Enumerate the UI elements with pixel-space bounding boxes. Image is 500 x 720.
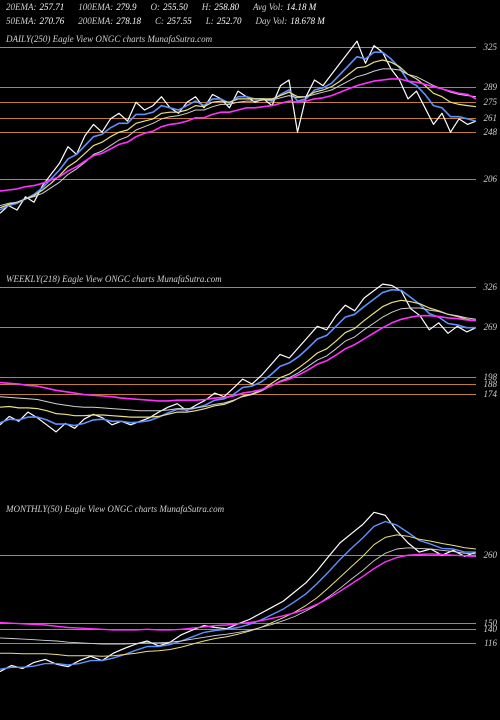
metric-label: C:	[155, 16, 164, 26]
metric-value: 270.76	[40, 16, 65, 26]
metric-value: 252.70	[217, 16, 242, 26]
metric: O:255.50	[151, 2, 188, 12]
metric-label: 20EMA:	[6, 2, 37, 12]
y-axis-label: 206	[484, 174, 498, 184]
metric-label: O:	[151, 2, 161, 12]
metric: 100EMA:279.9	[78, 2, 136, 12]
metric-value: 257.55	[167, 16, 192, 26]
chart-monthly: MONTHLY(50) Eagle View ONGC charts Munaf…	[0, 500, 500, 690]
series-ema50	[0, 535, 476, 656]
series-ema20	[0, 522, 476, 670]
chart-title-link[interactable]: ONGC charts MunafaSutra.com	[105, 274, 222, 284]
y-axis-label: 325	[484, 42, 498, 52]
metric-value: 255.50	[163, 2, 188, 12]
series-ema200	[0, 316, 476, 401]
y-axis-label: 260	[484, 550, 498, 560]
metric-value: 257.71	[40, 2, 65, 12]
metric: 50EMA:270.76	[6, 16, 64, 26]
chart-weekly: WEEKLY(218) Eagle View ONGC charts Munaf…	[0, 270, 500, 460]
chart-title-prefix: DAILY(250) Eagle View	[6, 34, 95, 44]
metric: 20EMA:257.71	[6, 2, 64, 12]
metric: Avg Vol:14.18 M	[253, 2, 316, 12]
metric: H:258.80	[202, 2, 239, 12]
series-ema200	[0, 554, 476, 630]
metric-label: 50EMA:	[6, 16, 37, 26]
metric: C:257.55	[155, 16, 192, 26]
chart-title-prefix: MONTHLY(50) Eagle View	[6, 504, 107, 514]
metric: 200EMA:278.18	[78, 16, 141, 26]
metric: Day Vol:18.678 M	[256, 16, 325, 26]
y-axis-label: 116	[484, 638, 497, 648]
series-ema100	[0, 548, 476, 644]
chart-title-link[interactable]: ONGC charts MunafaSutra.com	[107, 504, 224, 514]
y-axis-label: 269	[484, 322, 498, 332]
metric-label: Day Vol:	[256, 16, 288, 26]
chart-plot	[0, 500, 476, 690]
metric-value: 18.678 M	[290, 16, 325, 26]
metric: L:252.70	[206, 16, 242, 26]
series-ema20	[0, 52, 476, 210]
chart-daily: DAILY(250) Eagle View ONGC charts Munafa…	[0, 30, 500, 230]
metric-label: Avg Vol:	[253, 2, 283, 12]
metric-value: 278.18	[116, 16, 141, 26]
y-axis-label: 140	[484, 624, 498, 634]
chart-title: MONTHLY(50) Eagle View ONGC charts Munaf…	[6, 504, 224, 514]
metric-value: 258.80	[214, 2, 239, 12]
metric-label: L:	[206, 16, 214, 26]
series-price	[0, 284, 476, 432]
series-ema100	[0, 69, 476, 206]
y-axis-label: 174	[484, 389, 498, 399]
chart-title: WEEKLY(218) Eagle View ONGC charts Munaf…	[6, 274, 222, 284]
y-axis-label: 326	[484, 282, 498, 292]
metric-value: 279.9	[116, 2, 136, 12]
series-price	[0, 41, 476, 213]
y-axis-label: 248	[484, 127, 498, 137]
chart-plot	[0, 270, 476, 460]
metric-value: 14.18 M	[286, 2, 316, 12]
y-axis-label: 275	[484, 97, 498, 107]
chart-title: DAILY(250) Eagle View ONGC charts Munafa…	[6, 34, 212, 44]
metric-label: 200EMA:	[78, 16, 113, 26]
header-row-1: 20EMA:257.71 100EMA:279.9 O:255.50 H:258.80…	[0, 0, 500, 14]
y-axis-label: 188	[484, 379, 498, 389]
metric-label: 100EMA:	[78, 2, 113, 12]
series-ema20	[0, 290, 476, 426]
series-ema200	[0, 79, 476, 191]
y-axis-label: 289	[484, 82, 498, 92]
chart-title-prefix: WEEKLY(218) Eagle View	[6, 274, 105, 284]
chart-plot	[0, 30, 476, 230]
y-axis-label: 261	[484, 113, 498, 123]
metric-label: H:	[202, 2, 212, 12]
header-row-2: 50EMA:270.76 200EMA:278.18 C:257.55 L:252.7…	[0, 14, 500, 28]
chart-title-link[interactable]: ONGC charts MunafaSutra.com	[95, 34, 212, 44]
series-ema50	[0, 60, 476, 208]
